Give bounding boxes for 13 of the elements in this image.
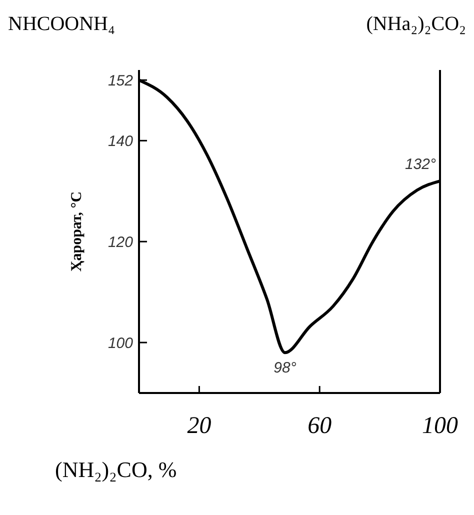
- x-tick-label: 20: [187, 413, 212, 439]
- y-axis-title: Ҳарорат, °C: [69, 191, 85, 272]
- x-tick-label: 100: [422, 413, 458, 439]
- text: (NHa₂)₂CO₂: [366, 13, 466, 35]
- y-tick-label: 140: [108, 132, 134, 150]
- y-tick-label: 152: [108, 72, 134, 90]
- text: NHCOONH₄: [8, 13, 115, 35]
- x-axis-title: (NH₂)₂CO, %: [55, 457, 177, 482]
- y-tick-label: 120: [108, 234, 134, 251]
- annotation: 132°: [404, 156, 436, 174]
- annotation: 98°: [274, 360, 296, 377]
- y-tick-label: 100: [108, 334, 134, 352]
- x-tick-label: 60: [308, 413, 332, 439]
